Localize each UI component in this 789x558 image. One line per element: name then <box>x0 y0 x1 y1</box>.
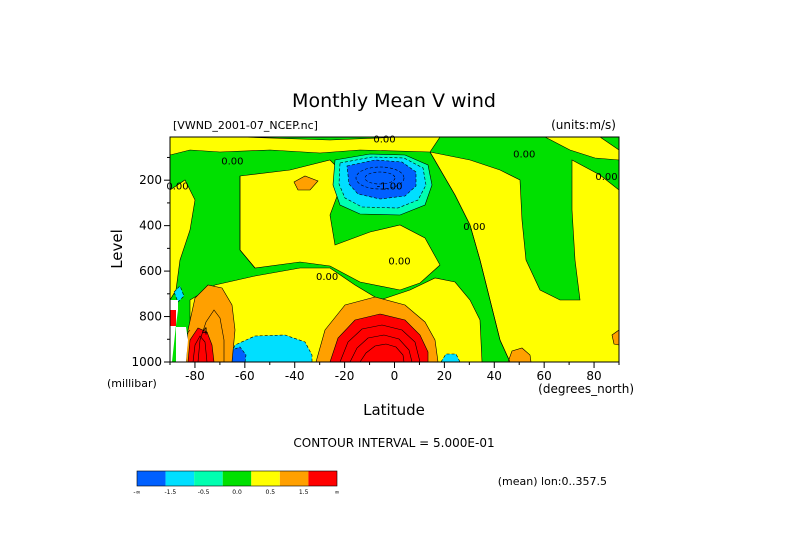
y-axis: 200 400 600 800 1000 <box>131 156 170 369</box>
red-core <box>187 327 215 362</box>
x-tick-label: 0 <box>391 369 399 383</box>
cyan-band <box>227 334 313 362</box>
colorbar-label: 0.0 <box>232 489 242 496</box>
units-label: (units:m/s) <box>551 118 616 132</box>
colorbar-label: ∞ <box>335 489 340 496</box>
blue-jet <box>355 166 405 190</box>
x-tick-label: -80 <box>185 369 205 383</box>
dataset-label: [VWND_2001-07_NCEP.nc] <box>173 119 318 132</box>
yellow-region <box>544 137 619 161</box>
orange-band <box>611 329 619 346</box>
x-unit-label: (degrees_north) <box>538 382 634 396</box>
orange-band <box>293 175 319 191</box>
y-tick-label: 400 <box>139 219 162 233</box>
contour-label: 0.00 <box>166 181 188 192</box>
x-tick-label: 80 <box>586 369 601 383</box>
cyan-band <box>440 353 461 362</box>
contour-plot-area: 0.00 0.00 0.00 0.00 0.00 -1.00 0.00 0.00 0.00 4 <box>166 135 620 363</box>
colorbar-swatch <box>279 471 309 486</box>
x-tick-label: 60 <box>537 369 552 383</box>
x-tick-label: -60 <box>235 369 255 383</box>
colorbar-label: -1.5 <box>164 489 176 496</box>
colorbar-label: -0.5 <box>198 489 210 496</box>
y-tick-label: 800 <box>139 310 162 324</box>
contour-label: -1.00 <box>377 181 403 192</box>
y-tick-label: 1000 <box>131 355 162 369</box>
y-tick-label: 600 <box>139 264 162 278</box>
contour-label: 0.00 <box>316 272 338 283</box>
colorbar-label: 1.5 <box>299 489 309 496</box>
cyan-band <box>173 285 185 303</box>
x-axis-label: Latitude <box>363 401 425 419</box>
colorbar-swatch <box>222 471 252 486</box>
orange-band <box>507 347 532 362</box>
x-tick-label: 40 <box>487 369 502 383</box>
contour-labels: 0.00 0.00 0.00 0.00 0.00 -1.00 0.00 0.00 0.00 4 <box>166 135 617 338</box>
contour-label: 0.00 <box>595 172 617 183</box>
y-tick-label: 200 <box>139 173 162 187</box>
x-tick-label: -40 <box>285 369 305 383</box>
contour-label: 0.00 <box>373 135 395 146</box>
contour-label: 0.00 <box>463 222 485 233</box>
y-axis-label: Level <box>108 229 126 269</box>
contour-interval-note: CONTOUR INTERVAL = 5.000E-01 <box>293 436 494 450</box>
blue-jet <box>346 159 417 200</box>
colorbar-label: -∞ <box>133 489 140 496</box>
yellow-region <box>170 137 441 156</box>
contour-label: 0.00 <box>221 156 243 167</box>
red-core <box>170 310 176 326</box>
colorbar-frame <box>136 470 338 487</box>
missing-data <box>176 327 188 362</box>
chart-title: Monthly Mean V wind <box>292 90 496 112</box>
blue-jet <box>364 171 396 185</box>
x-tick-label: -20 <box>335 369 355 383</box>
colorbar: -∞ -1.5 -0.5 0.0 0.5 1.5 ∞ <box>133 470 340 496</box>
footer-note: (mean) lon:0..357.5 <box>498 475 607 488</box>
colorbar-swatch <box>251 471 280 486</box>
colorbar-swatch <box>308 471 337 486</box>
colorbar-label: 0.5 <box>266 489 276 496</box>
x-axis: -80 -60 -40 -20 0 20 40 60 80 <box>169 362 620 383</box>
red-core <box>329 313 429 362</box>
colorbar-swatch <box>165 471 195 486</box>
x-tick-label: 20 <box>437 369 452 383</box>
yellow-region <box>170 179 196 301</box>
colorbar-swatch <box>194 471 223 486</box>
contour-label: 4 <box>202 327 208 338</box>
contour-label: 0.00 <box>513 149 535 160</box>
contour-label: 0.00 <box>388 256 410 267</box>
y-unit-label: (millibar) <box>107 377 157 390</box>
colorbar-swatch <box>137 471 166 486</box>
